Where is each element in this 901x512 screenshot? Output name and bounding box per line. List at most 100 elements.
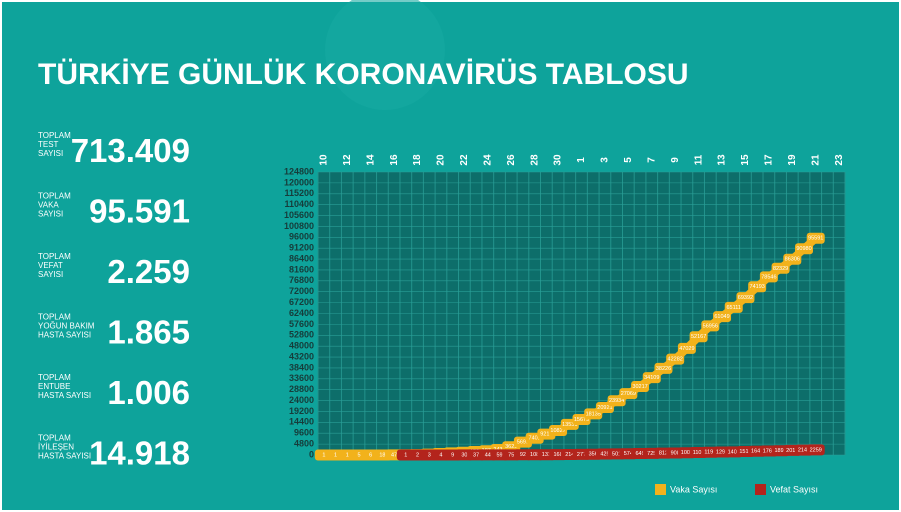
point-label-box [759, 271, 778, 283]
point-label: 908 [671, 450, 680, 456]
legend-swatch [755, 484, 766, 495]
stat-value: 1.865 [107, 314, 190, 351]
y-tick-label: 24000 [289, 395, 314, 405]
x-tick-label: 24 [482, 154, 493, 166]
y-tick-label: 115200 [284, 188, 314, 198]
point-label-box [666, 353, 685, 365]
point-label: 9 [451, 452, 454, 458]
y-tick-label: 38400 [289, 362, 314, 372]
point-label: 18135 [586, 411, 601, 417]
stat-label: HASTA SAYISI [38, 391, 91, 400]
x-tick-label: 18 [412, 154, 423, 166]
stat-label: ENTUBE [38, 382, 70, 391]
stat-label: VEFAT [38, 261, 63, 270]
stat-value: 713.409 [71, 132, 190, 169]
stat-label: SAYISI [38, 210, 63, 219]
point-label: 425 [600, 451, 609, 457]
x-tick-label: 28 [529, 154, 540, 166]
y-tick-label: 4800 [294, 438, 314, 448]
y-tick-label: 33600 [289, 373, 314, 383]
point-label: 74193 [750, 284, 765, 290]
y-tick-label: 100800 [284, 221, 314, 231]
x-tick-label: 5 [623, 157, 634, 163]
y-tick-label: 28800 [289, 384, 314, 394]
point-label: 47 [391, 452, 397, 458]
y-tick-label: 43200 [289, 351, 314, 361]
point-label: 3629 [505, 444, 517, 450]
point-label: 1518 [739, 449, 751, 455]
stat-label: TOPLAM [38, 434, 71, 443]
point-label: 2017 [786, 448, 798, 454]
point-label: 1 [334, 452, 337, 458]
point-label-box [642, 372, 661, 384]
point-label: 4 [439, 452, 442, 458]
point-label: 1769 [763, 448, 775, 454]
y-tick-label: 124800 [284, 166, 314, 176]
point-label-box [689, 331, 708, 343]
stat-label: TOPLAM [38, 313, 71, 322]
stat-value: 95.591 [89, 193, 190, 230]
point-label: 37 [473, 452, 479, 458]
point-label: 13531 [562, 422, 577, 428]
stat-label: TOPLAM [38, 131, 71, 140]
x-tick-label: 1 [576, 157, 587, 163]
virus-decoration [325, 0, 445, 110]
point-label-box [795, 243, 814, 255]
point-label: 2140 [798, 448, 810, 454]
stat-value: 14.918 [89, 435, 190, 472]
x-tick-label: 15 [740, 154, 751, 166]
point-label: 82329 [773, 266, 788, 272]
point-label: 90980 [796, 246, 811, 252]
point-label-box [701, 320, 720, 332]
stat-value: 1.006 [107, 374, 190, 411]
y-tick-label: 76800 [289, 275, 314, 285]
point-label: 10827 [550, 428, 565, 434]
x-tick-label: 11 [693, 154, 704, 165]
y-tick-label: 81600 [289, 264, 314, 274]
y-tick-label: 96000 [289, 232, 314, 242]
x-tick-label: 20 [436, 154, 447, 166]
x-tick-label: 7 [646, 157, 657, 163]
stat-label: TOPLAM [38, 252, 71, 261]
point-label-box [713, 311, 732, 323]
point-label: 69392 [738, 295, 753, 301]
point-label: 1296 [716, 450, 728, 456]
point-label: 59 [496, 452, 502, 458]
point-label: 30 [461, 452, 467, 458]
x-tick-label: 17 [764, 154, 775, 166]
point-label: 9217 [540, 432, 552, 438]
stat-value: 2.259 [107, 253, 190, 290]
point-label-box [677, 342, 696, 354]
point-label: 214 [565, 452, 574, 458]
point-label: 574 [624, 451, 633, 457]
point-label: 27069 [621, 391, 636, 397]
point-label: 78546 [761, 274, 776, 280]
x-tick-label: 21 [810, 154, 821, 166]
y-tick-label: 120000 [284, 177, 314, 187]
y-tick-label: 48000 [289, 341, 314, 351]
point-label: 47029 [679, 346, 694, 352]
stat-label: VAKA [38, 201, 59, 210]
y-tick-label: 19200 [289, 406, 314, 416]
point-label: 65111 [727, 305, 741, 311]
point-label: 1890 [774, 448, 786, 454]
point-label: 812 [659, 451, 668, 457]
stat-label: TOPLAM [38, 373, 71, 382]
y-tick-label: 9600 [294, 428, 314, 438]
y-tick-label: 91200 [289, 243, 314, 253]
chart: 0480096001440019200240002880033600384004… [284, 154, 846, 495]
point-label: 30217 [632, 384, 647, 390]
y-tick-label: 62400 [289, 308, 314, 318]
point-label-box [806, 232, 825, 244]
y-tick-label: 86400 [289, 253, 314, 263]
point-label: 18 [379, 452, 385, 458]
y-tick-label: 52800 [289, 330, 314, 340]
point-label: 2259 [810, 447, 822, 453]
stat-label: SAYISI [38, 270, 63, 279]
point-label: 131 [542, 452, 551, 458]
x-tick-label: 13 [717, 154, 728, 166]
point-label: 1198 [704, 450, 716, 456]
x-tick-label: 16 [389, 154, 400, 166]
